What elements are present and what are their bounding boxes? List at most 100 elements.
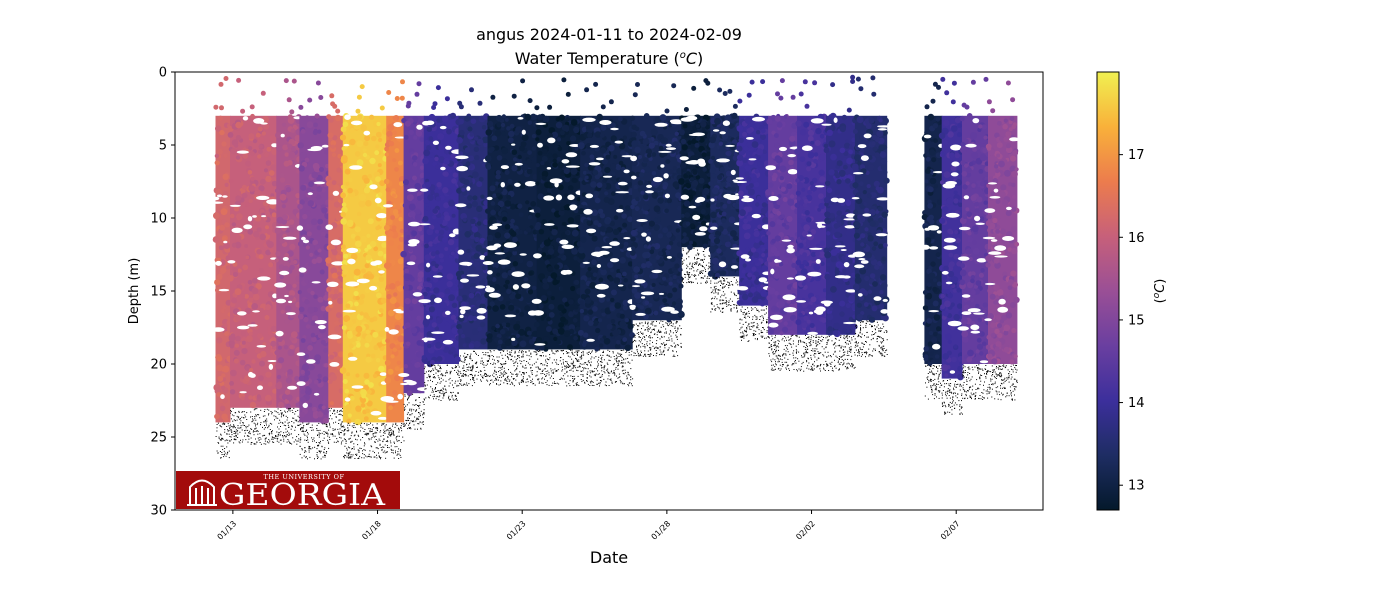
data-point (357, 211, 362, 217)
data-point (223, 242, 231, 249)
noise-dot (340, 443, 342, 445)
sample-gap (344, 114, 351, 120)
data-point (258, 267, 264, 274)
noise-dot (390, 445, 392, 447)
noise-dot (550, 368, 552, 370)
noise-dot (380, 458, 381, 460)
data-point (345, 346, 352, 353)
noise-dot (366, 434, 368, 436)
noise-dot (535, 361, 537, 363)
noise-dot (434, 368, 436, 370)
data-point (470, 118, 477, 124)
noise-dot (631, 383, 632, 385)
data-point (338, 288, 343, 293)
data-point (609, 305, 616, 312)
data-point (440, 302, 447, 309)
data-point (235, 155, 241, 160)
noise-dot (398, 429, 400, 431)
noise-dot (418, 416, 420, 418)
data-point (304, 370, 311, 376)
data-point (426, 331, 434, 338)
noise-dot (523, 373, 525, 375)
noise-dot (376, 447, 378, 449)
noise-dot (583, 368, 585, 370)
noise-dot (465, 373, 466, 375)
data-point (439, 258, 445, 263)
noise-dot (482, 352, 484, 353)
data-point (311, 336, 317, 343)
data-point (535, 163, 540, 168)
noise-dot (544, 364, 546, 366)
data-point (317, 248, 322, 253)
noise-dot (325, 431, 327, 433)
sample-gap (212, 196, 220, 201)
data-point (285, 283, 293, 291)
data-point (544, 161, 550, 167)
noise-dot (242, 424, 244, 426)
noise-dot (304, 439, 306, 441)
noise-dot (609, 372, 611, 374)
noise-dot (340, 432, 342, 434)
noise-dot (568, 383, 570, 385)
data-point (419, 327, 425, 333)
noise-dot (434, 395, 436, 397)
noise-dot (262, 426, 263, 428)
data-point (217, 375, 224, 382)
noise-dot (454, 382, 456, 384)
sample-gap (586, 228, 597, 234)
data-point (285, 187, 292, 193)
noise-dot (422, 414, 424, 416)
data-point (383, 224, 390, 231)
noise-dot (620, 381, 622, 383)
data-point (469, 286, 476, 294)
sample-gap (586, 338, 595, 342)
noise-dot (470, 374, 472, 376)
sample-gap (236, 150, 249, 154)
data-point (501, 147, 509, 155)
noise-dot (377, 440, 379, 442)
data-point (279, 193, 287, 201)
noise-dot (366, 423, 368, 425)
noise-dot (232, 420, 234, 422)
noise-dot (606, 354, 608, 356)
noise-dot (570, 369, 572, 371)
noise-dot (238, 416, 240, 418)
noise-dot (300, 439, 302, 441)
noise-dot (245, 416, 247, 418)
noise-dot (419, 421, 421, 423)
noise-dot (489, 375, 491, 377)
noise-dot (456, 366, 457, 368)
data-point (214, 413, 220, 420)
noise-dot (330, 408, 332, 410)
noise-dot (238, 411, 240, 413)
noise-dot (350, 441, 351, 443)
noise-dot (435, 398, 437, 400)
sample-gap (237, 325, 250, 330)
noise-dot (489, 384, 490, 386)
sample-gap (546, 167, 552, 170)
data-point (289, 109, 295, 115)
data-point (553, 336, 558, 341)
data-point (600, 308, 606, 313)
noise-dot (438, 390, 440, 392)
data-point (525, 200, 530, 205)
data-point (427, 343, 432, 349)
sample-gap (589, 144, 600, 148)
data-point (598, 277, 604, 283)
data-point (283, 78, 289, 84)
noise-dot (596, 383, 598, 385)
data-point (445, 160, 450, 165)
noise-dot (475, 362, 477, 364)
noise-dot (530, 367, 532, 368)
data-point (551, 208, 556, 213)
noise-dot (235, 435, 237, 437)
noise-dot (303, 433, 305, 435)
data-point (502, 216, 508, 222)
noise-dot (317, 445, 319, 447)
data-point (338, 275, 343, 280)
sample-gap (327, 281, 339, 287)
noise-dot (624, 362, 626, 364)
noise-dot (461, 360, 463, 362)
data-point (364, 287, 371, 294)
data-point (551, 188, 558, 195)
